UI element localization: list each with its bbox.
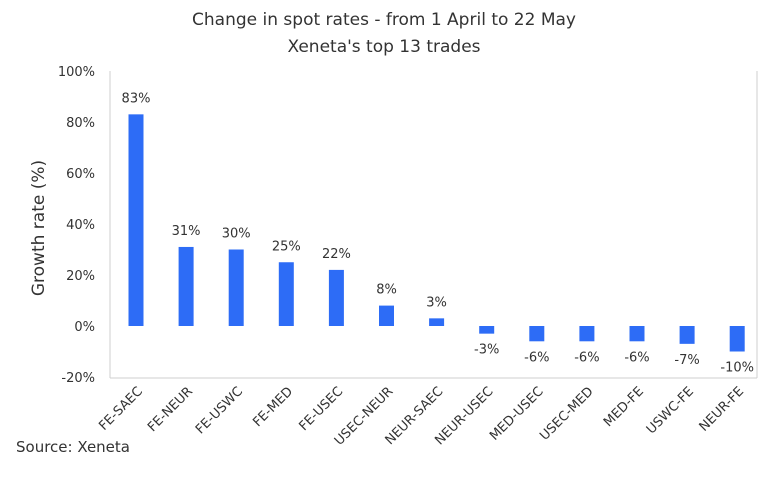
x-tick-label: USEC-MED bbox=[537, 384, 597, 444]
x-tick-label: FE-USEC bbox=[296, 384, 346, 434]
x-tick-label: USWC-FE bbox=[644, 384, 697, 437]
data-label: -7% bbox=[674, 353, 699, 368]
y-tick-label: 20% bbox=[66, 269, 95, 284]
bars bbox=[128, 114, 745, 352]
y-axis: 100% 80% 60% 40% 20% 0% -20% bbox=[58, 65, 95, 386]
bar bbox=[629, 326, 645, 342]
y-tick-label: 60% bbox=[66, 167, 95, 182]
data-label: 83% bbox=[122, 91, 151, 106]
data-label: 30% bbox=[222, 227, 251, 242]
bar bbox=[128, 114, 144, 326]
bar bbox=[679, 326, 695, 344]
x-tick-label: FE-MED bbox=[250, 384, 296, 430]
x-tick-label: FE-NEUR bbox=[145, 384, 196, 435]
y-tick-label: 80% bbox=[66, 116, 95, 131]
x-tick-label: FE-USWC bbox=[193, 384, 246, 437]
bar bbox=[479, 326, 495, 334]
bar bbox=[278, 262, 294, 326]
bar bbox=[729, 326, 745, 352]
bar bbox=[579, 326, 595, 342]
chart-subtitle: Xeneta's top 13 trades bbox=[287, 37, 481, 57]
bar bbox=[379, 305, 394, 326]
y-tick-label: 0% bbox=[74, 320, 95, 335]
y-tick-label: 100% bbox=[58, 65, 95, 80]
data-label: -10% bbox=[720, 361, 754, 376]
data-label: 3% bbox=[426, 295, 447, 310]
y-axis-label: Growth rate (%) bbox=[29, 160, 49, 296]
source-note: Source: Xeneta bbox=[16, 438, 130, 456]
data-label: -6% bbox=[574, 350, 599, 365]
data-label: 31% bbox=[172, 224, 201, 239]
chart-title: Change in spot rates - from 1 April to 2… bbox=[192, 10, 576, 30]
data-label: 22% bbox=[322, 247, 351, 262]
bar bbox=[228, 249, 244, 326]
data-label: 8% bbox=[376, 283, 397, 298]
bar bbox=[529, 326, 545, 342]
bar bbox=[328, 269, 344, 326]
y-tick-label: -20% bbox=[61, 371, 95, 386]
data-labels: 83% 31% 30% 25% 22% 8% 3% -3% -6% -6% -6% -7% -10% bbox=[122, 91, 754, 375]
bar bbox=[429, 318, 445, 326]
data-label: -6% bbox=[624, 350, 649, 365]
data-label: -6% bbox=[524, 350, 549, 365]
x-tick-label: MED-FE bbox=[601, 384, 647, 430]
bar bbox=[178, 246, 194, 326]
data-label: 25% bbox=[272, 239, 301, 254]
x-tick-label: FE-SAEC bbox=[96, 384, 146, 434]
x-tick-label: NEUR-FE bbox=[697, 384, 747, 434]
data-label: -3% bbox=[474, 343, 499, 358]
y-tick-label: 40% bbox=[66, 218, 95, 233]
